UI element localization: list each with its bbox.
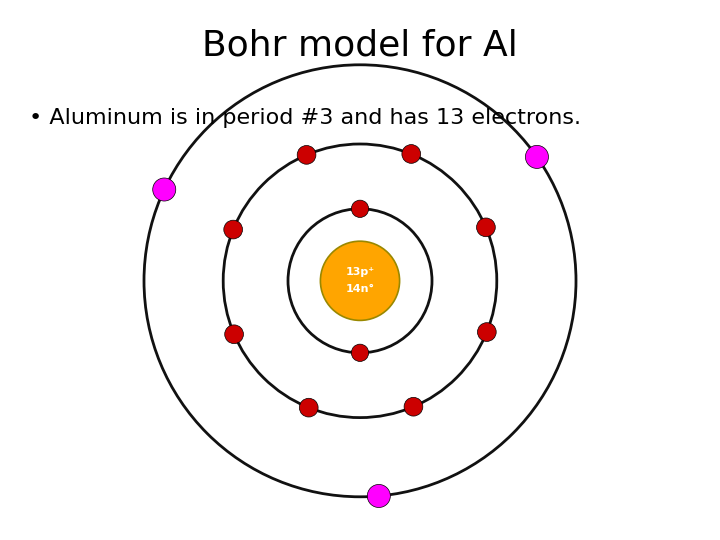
Circle shape — [320, 241, 400, 320]
Circle shape — [300, 399, 318, 417]
Circle shape — [224, 220, 243, 239]
Circle shape — [477, 218, 495, 237]
Text: 14n°: 14n° — [346, 285, 374, 294]
Circle shape — [367, 484, 390, 508]
Text: • Aluminum is in period #3 and has 13 electrons.: • Aluminum is in period #3 and has 13 el… — [29, 108, 581, 128]
Text: 13p⁺: 13p⁺ — [346, 267, 374, 277]
Circle shape — [526, 145, 549, 168]
Circle shape — [404, 397, 423, 416]
Circle shape — [153, 178, 176, 201]
Circle shape — [402, 145, 420, 163]
Circle shape — [351, 200, 369, 218]
Circle shape — [351, 344, 369, 361]
Circle shape — [225, 325, 243, 343]
Circle shape — [297, 145, 316, 164]
Circle shape — [477, 323, 496, 341]
Text: Bohr model for Al: Bohr model for Al — [202, 29, 518, 63]
